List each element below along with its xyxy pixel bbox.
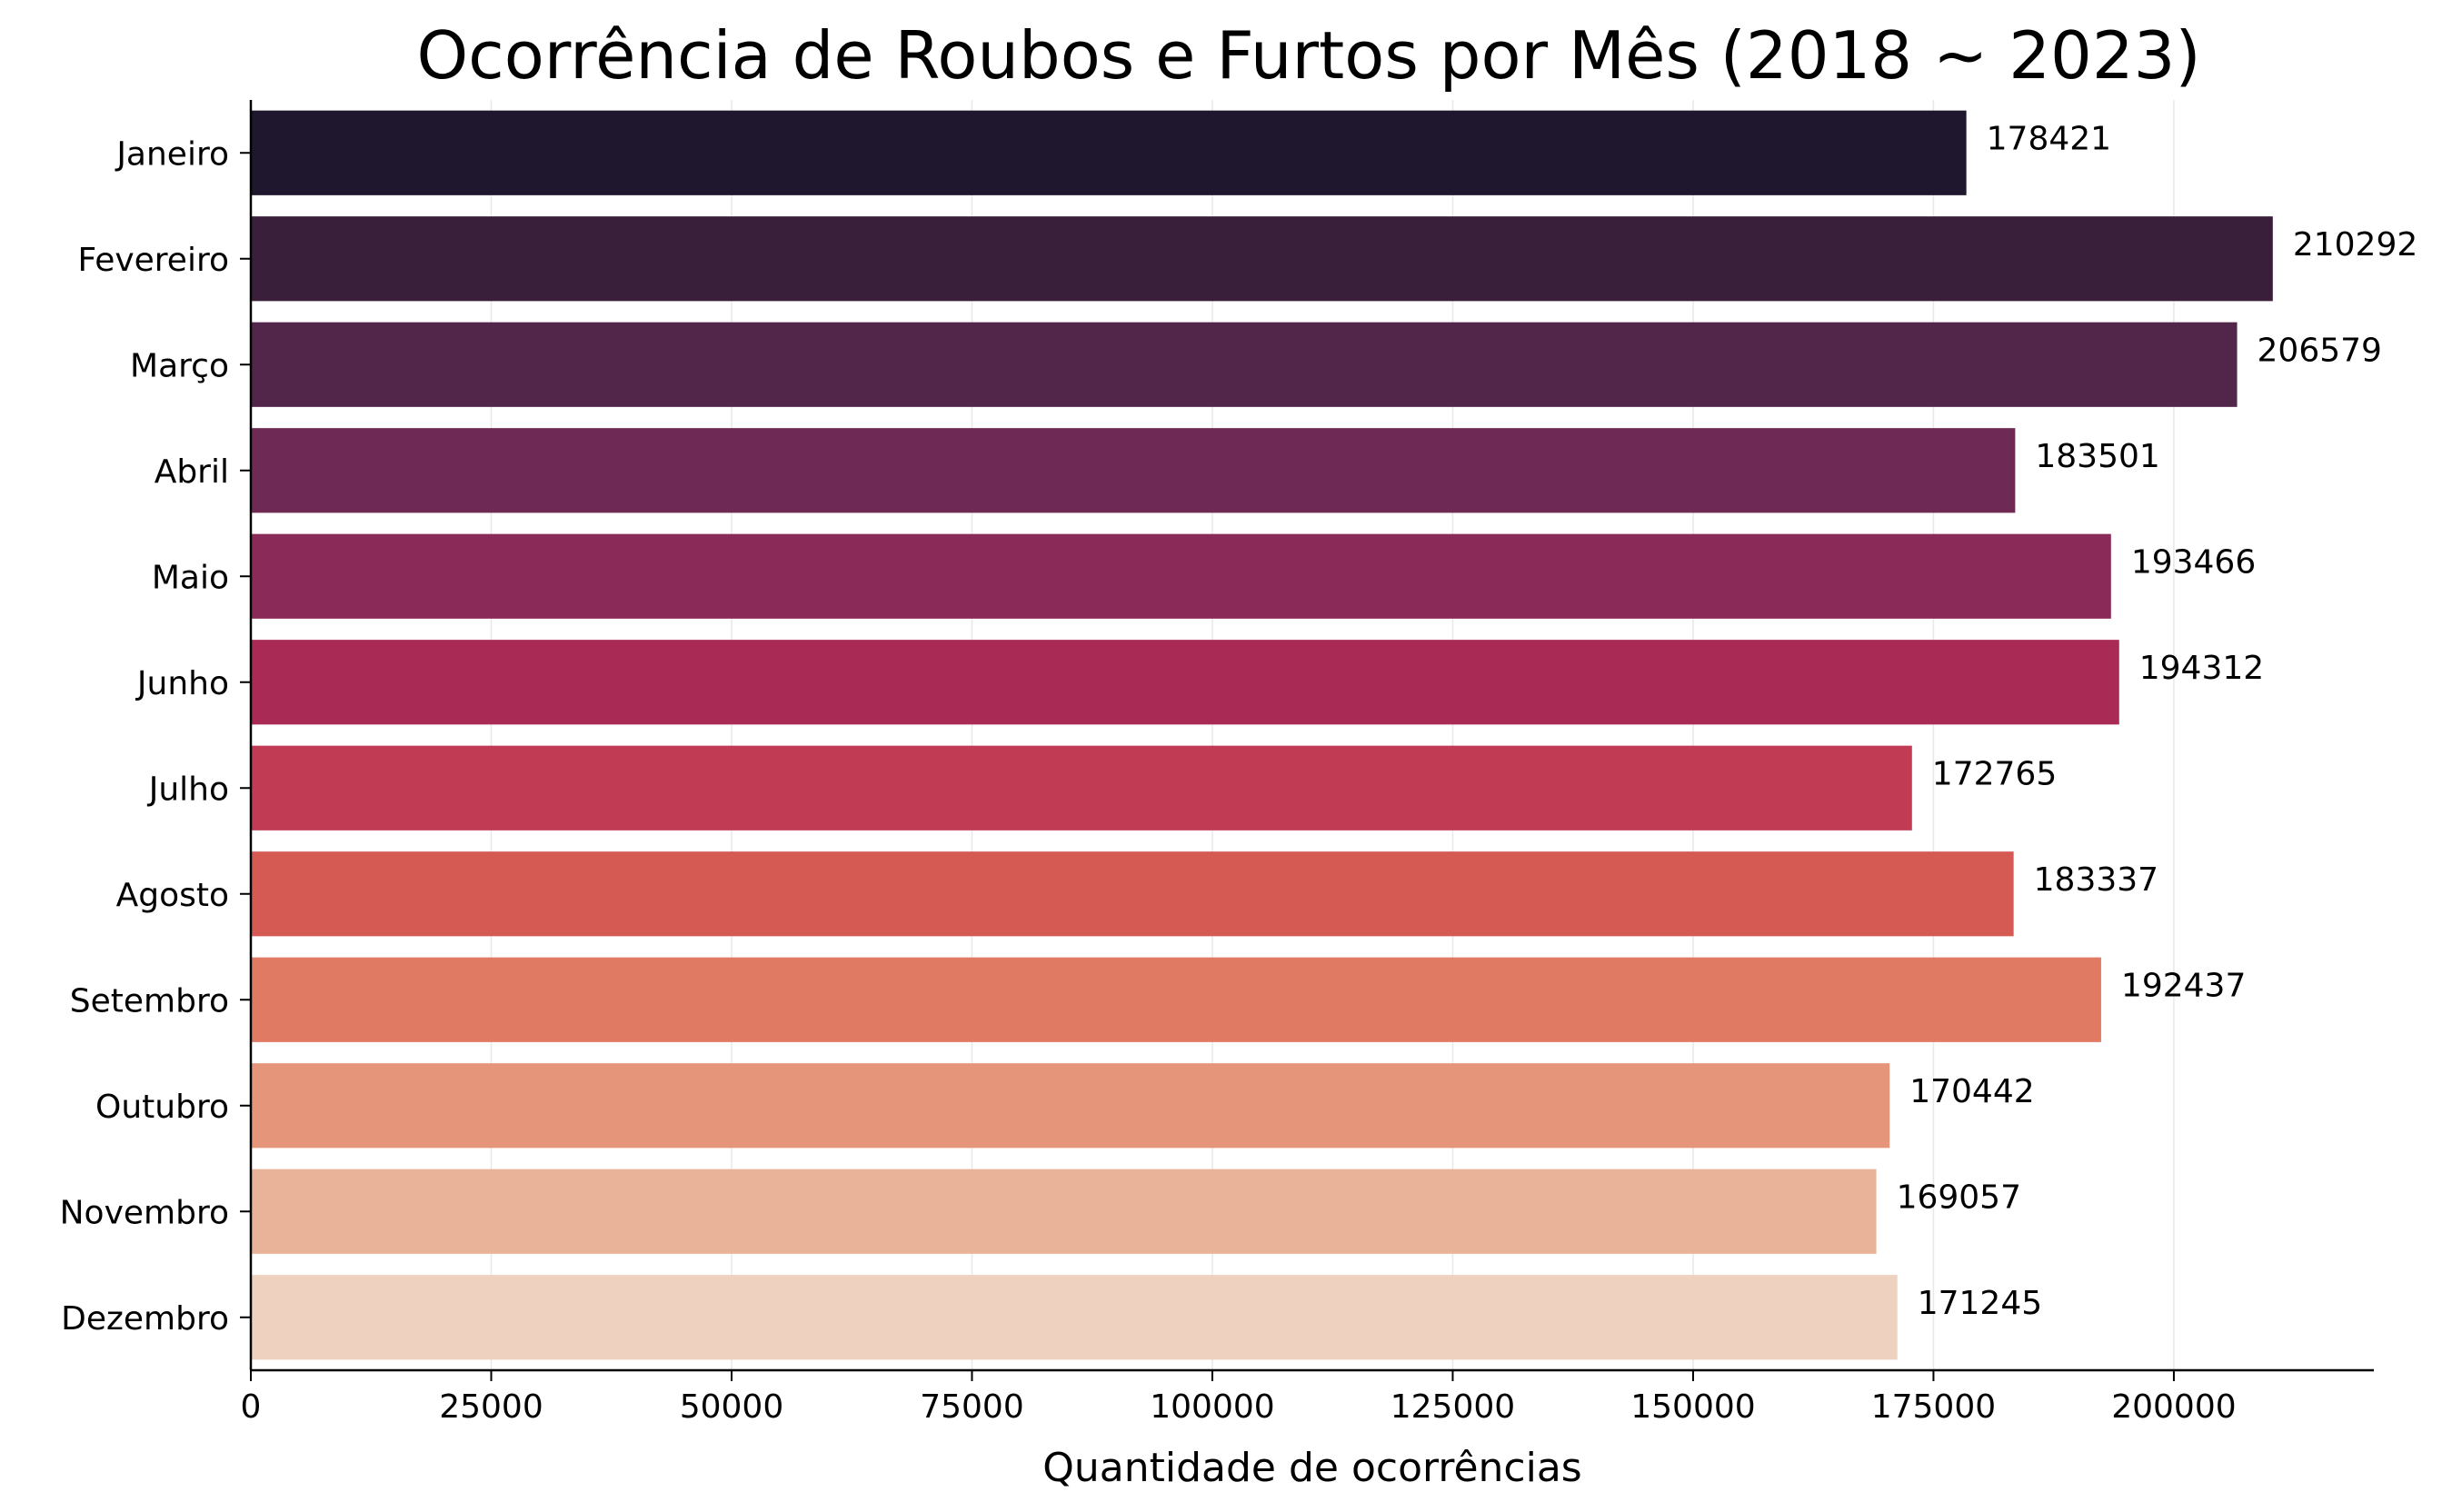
bar bbox=[251, 1063, 1890, 1149]
y-axis: Janeiro Fevereiro Março Abril Maio Junho Julho… bbox=[60, 100, 253, 1370]
y-tick-label: Maio bbox=[152, 559, 229, 596]
bars bbox=[251, 110, 2273, 1360]
x-tick-label: 100000 bbox=[1150, 1388, 1274, 1426]
y-tick-label: Julho bbox=[147, 771, 229, 808]
x-axis: 0 25000 50000 75000 100000 125000 150000 175000… bbox=[241, 1368, 2374, 1426]
data-label: 178421 bbox=[1987, 120, 2111, 157]
x-tick-label: 0 bbox=[241, 1388, 262, 1426]
data-label: 170442 bbox=[1909, 1073, 2034, 1110]
bar bbox=[251, 428, 2016, 513]
y-tick-label: Janeiro bbox=[115, 135, 229, 173]
bar bbox=[251, 640, 2119, 725]
data-label: 192437 bbox=[2121, 967, 2246, 1004]
y-tick-label: Junho bbox=[135, 665, 229, 702]
y-tick-label: Abril bbox=[154, 453, 229, 491]
data-label: 183337 bbox=[2034, 861, 2158, 899]
chart-title: Ocorrência de Roubos e Furtos por Mês (2… bbox=[416, 17, 2200, 94]
data-labels: 178421 210292 206579 183501 193466 194312 1727… bbox=[1897, 120, 2418, 1322]
bar bbox=[251, 1169, 1877, 1254]
x-tick-label: 200000 bbox=[2111, 1388, 2236, 1426]
y-tick-label: Março bbox=[130, 347, 229, 384]
y-tick-label: Outubro bbox=[95, 1089, 229, 1126]
bar bbox=[251, 322, 2238, 407]
bar bbox=[251, 851, 2014, 937]
y-tick-label: Novembro bbox=[60, 1194, 229, 1231]
x-tick-label: 75000 bbox=[920, 1388, 1024, 1426]
data-label: 171245 bbox=[1918, 1285, 2042, 1322]
bar bbox=[251, 216, 2273, 302]
data-label: 210292 bbox=[2293, 226, 2417, 264]
y-tick-label: Dezembro bbox=[61, 1300, 229, 1338]
x-axis-label: Quantidade de ocorrências bbox=[1042, 1445, 1581, 1491]
x-tick-label: 175000 bbox=[1871, 1388, 1996, 1426]
data-label: 172765 bbox=[1932, 755, 2057, 792]
x-tick-label: 150000 bbox=[1630, 1388, 1755, 1426]
bar bbox=[251, 957, 2101, 1042]
bar bbox=[251, 110, 1967, 195]
x-tick-label: 50000 bbox=[680, 1388, 784, 1426]
data-label: 183501 bbox=[2035, 438, 2159, 475]
bar bbox=[251, 533, 2111, 619]
x-tick-label: 25000 bbox=[439, 1388, 543, 1426]
data-label: 169057 bbox=[1897, 1179, 2021, 1216]
bar bbox=[251, 745, 1912, 831]
y-tick-label: Fevereiro bbox=[77, 242, 229, 279]
data-label: 194312 bbox=[2139, 650, 2264, 687]
grid-lines bbox=[250, 100, 2175, 1370]
y-tick-label: Setembro bbox=[70, 982, 229, 1020]
bar bbox=[251, 1275, 1898, 1360]
x-tick-label: 125000 bbox=[1390, 1388, 1515, 1426]
data-label: 193466 bbox=[2131, 543, 2256, 581]
y-tick-label: Agosto bbox=[116, 877, 229, 914]
data-label: 206579 bbox=[2258, 332, 2382, 369]
